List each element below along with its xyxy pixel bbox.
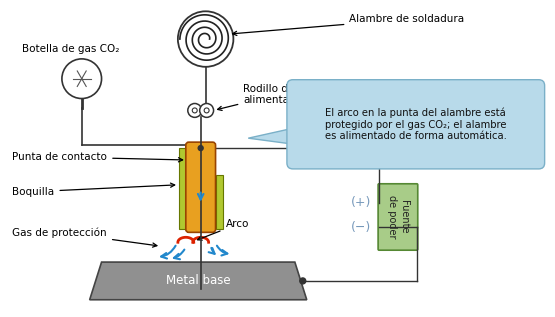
Circle shape: [204, 108, 209, 113]
Text: Rodillo de
alimentación: Rodillo de alimentación: [218, 84, 311, 110]
Text: Arco: Arco: [198, 219, 249, 240]
Circle shape: [198, 146, 203, 151]
Text: El arco en la punta del alambre está
protegido por el gas CO₂; el alambre
es ali: El arco en la punta del alambre está pro…: [325, 107, 507, 141]
Circle shape: [200, 103, 214, 117]
Circle shape: [300, 278, 306, 284]
Polygon shape: [90, 262, 307, 300]
Text: Boquilla: Boquilla: [12, 183, 175, 197]
FancyBboxPatch shape: [186, 142, 215, 232]
Bar: [215, 175, 224, 230]
Bar: [179, 148, 187, 230]
Text: Fuente
de poder: Fuente de poder: [387, 195, 408, 239]
Text: Botella de gas CO₂: Botella de gas CO₂: [22, 44, 120, 54]
FancyBboxPatch shape: [378, 184, 418, 250]
Text: (−): (−): [351, 221, 371, 234]
Circle shape: [62, 59, 102, 99]
Text: Punta de contacto: Punta de contacto: [12, 152, 183, 162]
Text: Metal base: Metal base: [166, 275, 230, 288]
Text: Alambre de soldadura: Alambre de soldadura: [233, 14, 465, 36]
Text: (+): (+): [351, 196, 371, 209]
FancyBboxPatch shape: [287, 80, 544, 169]
Polygon shape: [248, 128, 293, 144]
Circle shape: [192, 108, 197, 113]
Text: Gas de protección: Gas de protección: [12, 227, 157, 247]
Circle shape: [188, 103, 201, 117]
